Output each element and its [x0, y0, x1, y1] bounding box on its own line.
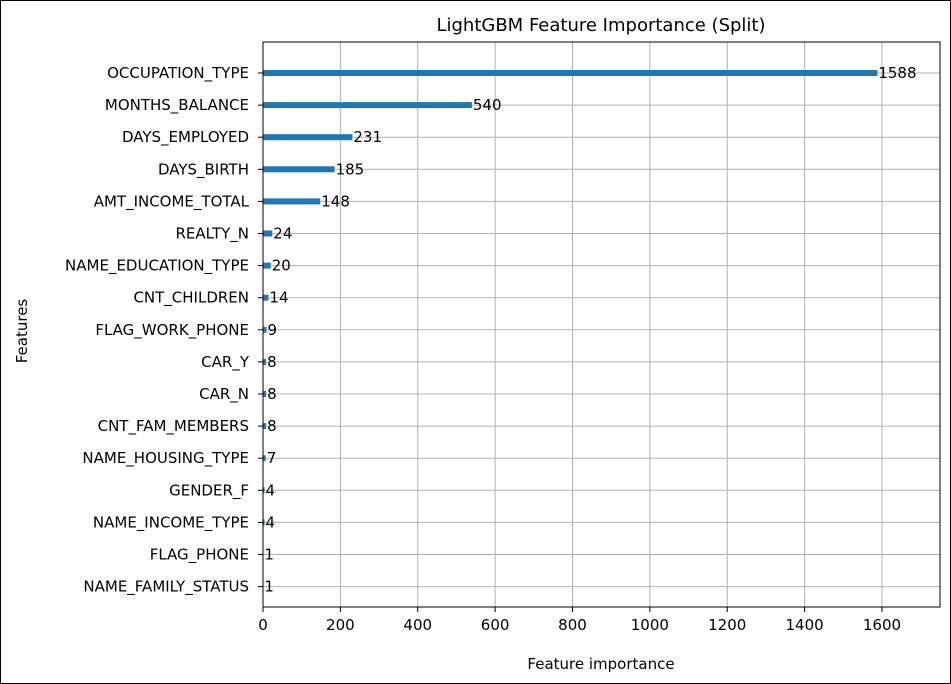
bar — [263, 423, 267, 430]
y-tick-label: REALTY_N — [176, 225, 250, 244]
y-tick-label: FLAG_WORK_PHONE — [95, 321, 249, 340]
y-tick-label: MONTHS_BALANCE — [105, 96, 249, 115]
plot-area-border — [262, 41, 941, 608]
bar — [263, 294, 269, 301]
bar — [263, 102, 472, 109]
x-tick-label: 400 — [403, 616, 432, 634]
bar-value-label: 7 — [267, 449, 277, 467]
y-tick-label: AMT_INCOME_TOTAL — [94, 192, 250, 211]
bar-value-label: 4 — [266, 513, 276, 531]
bar-value-label: 8 — [267, 417, 277, 435]
data-label-layer: 1588 540 231 185 148 24 20 14 9 8 8 8 7 4 4 1 1 — [264, 64, 916, 596]
x-tick-label: 1400 — [786, 616, 824, 634]
bar — [263, 358, 267, 365]
y-tick-label: GENDER_F — [169, 481, 249, 500]
y-tick-label: NAME_INCOME_TYPE — [93, 513, 249, 532]
bar-value-label: 1 — [264, 546, 274, 564]
x-tick-label: 1000 — [631, 616, 669, 634]
y-tick-label: OCCUPATION_TYPE — [107, 64, 249, 83]
y-tick-label: CAR_N — [199, 385, 249, 404]
y-tick-label: CNT_FAM_MEMBERS — [98, 417, 249, 436]
x-tick-layer: 0 200 400 600 800 1000 1200 1400 1600 — [258, 607, 901, 634]
y-tick-label: DAYS_BIRTH — [158, 160, 249, 179]
bar-value-label: 1 — [264, 578, 274, 596]
y-tick-label: FLAG_PHONE — [150, 546, 249, 565]
bar — [263, 326, 267, 333]
y-tick-label: CAR_Y — [201, 353, 250, 372]
bar — [263, 487, 265, 494]
bar — [263, 70, 878, 76]
y-axis-label: Features — [13, 299, 31, 364]
bar-value-label: 4 — [266, 481, 276, 499]
grid-layer — [262, 42, 940, 607]
y-tick-layer: OCCUPATION_TYPE MONTHS_BALANCE DAYS_EMPLOY… — [65, 64, 263, 597]
x-tick-label: 800 — [558, 616, 587, 634]
x-tick-label: 1600 — [863, 616, 901, 634]
bar-value-label: 24 — [273, 225, 292, 243]
y-tick-label: NAME_HOUSING_TYPE — [82, 449, 249, 468]
bar-value-label: 9 — [267, 321, 277, 339]
y-tick-label: NAME_FAMILY_STATUS — [83, 578, 249, 597]
bar — [263, 198, 321, 205]
bar-value-label: 20 — [272, 257, 291, 275]
bar-value-label: 14 — [269, 289, 288, 307]
bar-value-label: 8 — [267, 385, 277, 403]
x-tick-label: 0 — [258, 616, 268, 634]
bar-layer — [263, 70, 878, 590]
bar — [263, 519, 265, 526]
bar-value-label: 185 — [336, 160, 365, 178]
x-tick-label: 200 — [326, 616, 355, 634]
bar-value-label: 8 — [267, 353, 277, 371]
x-tick-label: 1200 — [708, 616, 746, 634]
chart-title: LightGBM Feature Importance (Split) — [436, 15, 765, 36]
x-axis-label: Feature importance — [527, 655, 674, 673]
bar — [263, 230, 273, 237]
bar — [263, 134, 353, 141]
bar — [263, 166, 335, 173]
x-tick-label: 600 — [481, 616, 510, 634]
y-tick-label: NAME_EDUCATION_TYPE — [65, 257, 249, 276]
bar — [263, 455, 266, 462]
y-tick-label: DAYS_EMPLOYED — [122, 128, 249, 147]
bar-value-label: 148 — [321, 192, 350, 210]
y-tick-label: CNT_CHILDREN — [133, 289, 249, 308]
bar — [263, 262, 271, 269]
bar-value-label: 231 — [353, 128, 382, 146]
bar-value-label: 1588 — [878, 64, 916, 82]
bar — [263, 391, 267, 397]
bar-value-label: 540 — [473, 96, 502, 114]
